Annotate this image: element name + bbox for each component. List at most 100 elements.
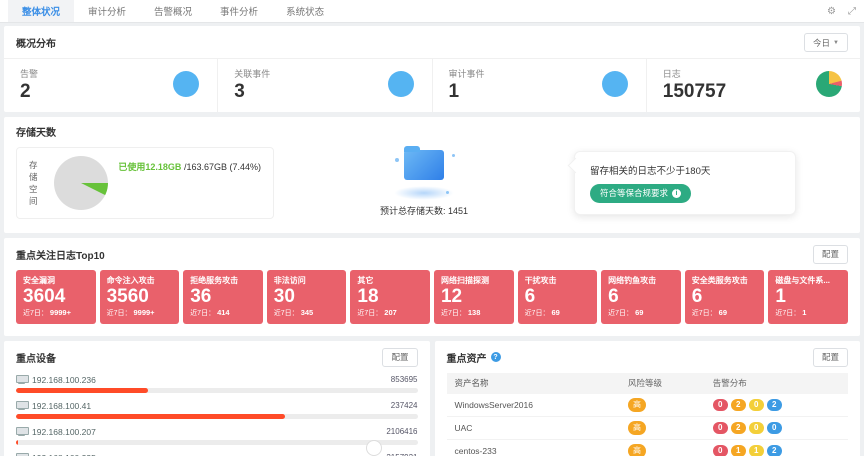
- log-card-value: 6: [691, 285, 703, 307]
- log-card[interactable]: 安全漏洞 3604 近7日： 9999+: [16, 269, 96, 324]
- assets-config-button[interactable]: 配置: [812, 347, 848, 367]
- stat-value: 1: [448, 81, 460, 102]
- device-icon: [16, 453, 29, 456]
- log-card[interactable]: 拒绝服务攻击 36 近7日： 414: [183, 269, 263, 324]
- device-ip: 192.168.100.235: [32, 453, 96, 456]
- blue-circle-icon: [601, 71, 628, 98]
- tab-overall-status[interactable]: 整体状况: [8, 0, 75, 22]
- device-bar-fill: [16, 413, 285, 419]
- log-card-name: 网络钓鱼攻击: [608, 275, 657, 285]
- device-row[interactable]: 192.168.100.207 2106416: [16, 427, 418, 445]
- device-row[interactable]: 192.168.100.235 2157921: [16, 453, 418, 456]
- log-card-name: 其它: [357, 275, 374, 285]
- compliance-badge-button[interactable]: 符合等保合规要求 i: [590, 183, 692, 203]
- storage-space-label: 存储空间: [29, 159, 38, 206]
- stat-card-logs: 日志 150757: [647, 59, 860, 112]
- log-card-value: 12: [440, 285, 463, 307]
- col-alert-distribution: 告警分布: [712, 378, 747, 389]
- device-count: 2157921: [386, 453, 417, 456]
- tab-audit-analysis[interactable]: 审计分析: [88, 7, 127, 18]
- log-card-recent: 1: [802, 307, 807, 317]
- asset-name: centos-233: [454, 445, 497, 456]
- key-devices-panel: 重点设备 配置 192.168.100.236 853695 192.168.1…: [4, 340, 430, 456]
- device-ip: 192.168.100.236: [32, 374, 96, 385]
- fullscreen-icon[interactable]: ⤢: [848, 5, 856, 17]
- log-card[interactable]: 其它 18 近7日： 207: [350, 269, 430, 324]
- log-card-recent: 207: [384, 307, 397, 317]
- device-icon: [16, 427, 29, 437]
- device-ip: 192.168.100.207: [32, 426, 96, 437]
- log-card-value: 1: [775, 285, 786, 307]
- date-range-dropdown[interactable]: 今日 ▼: [804, 33, 848, 52]
- tab-event-analysis[interactable]: 事件分析: [220, 7, 259, 18]
- log-card-recent: 9999+: [133, 307, 155, 317]
- log-card-recent: 345: [300, 307, 314, 317]
- device-count: 853695: [390, 375, 418, 385]
- log-card-name: 命令注入攻击: [106, 275, 155, 285]
- log-card-name: 磁盘与文件系...: [775, 275, 831, 285]
- log-card-recent: 414: [217, 307, 230, 317]
- risk-badge: 高: [627, 420, 646, 435]
- folder-icon: [389, 146, 459, 201]
- device-count: 237424: [390, 401, 418, 411]
- log-card-value: 3560: [106, 285, 149, 307]
- devices-config-button[interactable]: 配置: [382, 347, 418, 367]
- scroll-more-indicator[interactable]: [366, 440, 382, 456]
- stat-label: 审计事件: [448, 69, 485, 79]
- log-card-recent: 138: [467, 307, 481, 317]
- retention-notice-text: 留存相关的日志不少于180天: [590, 165, 711, 177]
- log-card[interactable]: 命令注入攻击 3560 近7日： 9999+: [99, 269, 180, 324]
- log-card-recent: 69: [635, 307, 644, 317]
- asset-name: WindowsServer2016: [454, 399, 533, 410]
- log-card[interactable]: 网络扫描探测 12 近7日： 138: [433, 269, 514, 324]
- alert-count-medium: 0: [748, 421, 764, 434]
- key-assets-panel: 重点资产 ? 配置 资产名称 风险等级 告警分布 WindowsServer20…: [434, 340, 860, 456]
- log-cards-row: 安全漏洞 3604 近7日： 9999+ 命令注入攻击 3560 近7日： 9999…: [4, 269, 860, 336]
- stat-card-audit-events: 审计事件 1: [433, 59, 647, 112]
- top-logs-config-button[interactable]: 配置: [812, 244, 848, 264]
- storage-days-label: 预计总存储天数: 1451: [379, 206, 469, 217]
- alert-count-low: 0: [766, 421, 782, 434]
- log-card[interactable]: 网络钓鱼攻击 6 近7日： 69: [601, 269, 681, 324]
- gear-icon[interactable]: ⚙: [827, 5, 836, 17]
- col-asset-name: 资产名称: [454, 378, 489, 389]
- storage-title: 存储天数: [16, 127, 56, 139]
- log-card[interactable]: 磁盘与文件系... 1 近7日： 1: [768, 269, 848, 324]
- alert-count-medium: 1: [748, 444, 764, 456]
- device-bar-track: [16, 439, 418, 445]
- device-bar-fill: [16, 387, 149, 393]
- log-card-name: 干扰攻击: [524, 275, 557, 285]
- device-row[interactable]: 192.168.100.41 237424: [16, 401, 418, 419]
- stat-value: 3: [234, 81, 245, 102]
- device-row[interactable]: 192.168.100.236 853695: [16, 375, 418, 393]
- stat-card-alerts: 告警 2: [4, 59, 219, 112]
- log-card[interactable]: 安全类服务攻击 6 近7日： 69: [684, 269, 765, 324]
- log-card[interactable]: 干扰攻击 6 近7日： 69: [517, 269, 598, 324]
- log-card-value: 3604: [23, 285, 66, 307]
- storage-pie: [54, 155, 109, 210]
- top-logs-panel: 重点关注日志Top10 配置 安全漏洞 3604 近7日： 9999+ 命令注入攻…: [4, 237, 860, 336]
- alert-count-low: 2: [766, 444, 782, 456]
- tab-system-status[interactable]: 系统状态: [286, 7, 325, 18]
- retention-notice-card: 留存相关的日志不少于180天 符合等保合规要求 i: [574, 150, 796, 215]
- log-card-name: 非法访问: [273, 275, 306, 285]
- tab-alert-overview[interactable]: 告警概况: [154, 7, 193, 18]
- storage-space-card: 存储空间 已使用12.18GB /163.67GB (7.44%): [16, 146, 274, 219]
- alert-count-high: 2: [730, 398, 746, 411]
- blue-circle-icon: [173, 71, 200, 98]
- log-card-recent: 9999+: [49, 307, 71, 317]
- alert-count-critical: 0: [712, 398, 728, 411]
- help-icon[interactable]: ?: [490, 352, 501, 363]
- stat-label: 关联事件: [234, 69, 271, 79]
- log-card[interactable]: 非法访问 30 近7日： 345: [266, 269, 347, 324]
- alert-count-critical: 0: [712, 444, 728, 456]
- dashboard-content: 概况分布 今日 ▼ 告警 2 关联事件 3: [0, 23, 864, 456]
- storage-days-block: 预计总存储天数: 1451: [274, 146, 574, 217]
- device-icon: [16, 375, 29, 385]
- alert-count-critical: 0: [712, 421, 728, 434]
- storage-usage-text: 已使用12.18GB /163.67GB (7.44%): [118, 160, 261, 210]
- log-card-name: 网络扫描探测: [440, 275, 489, 285]
